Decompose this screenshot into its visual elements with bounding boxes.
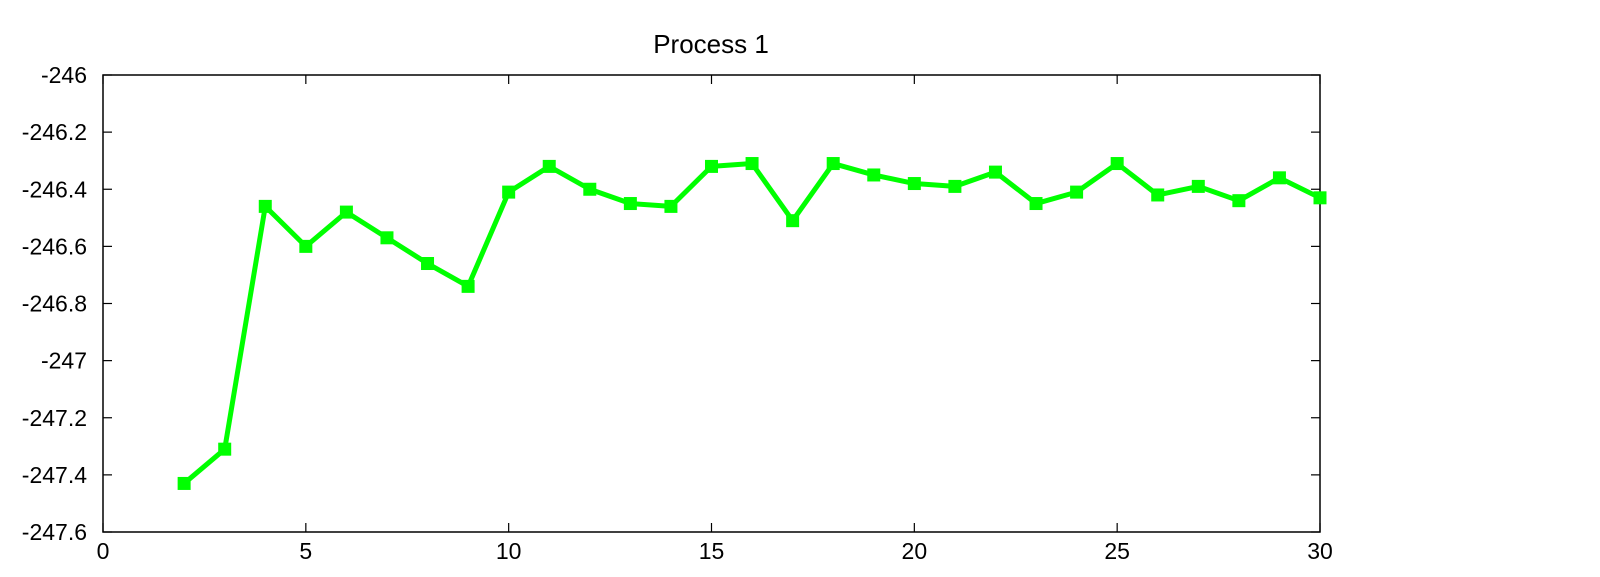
chart-title: Process 1 (653, 29, 769, 59)
data-point-marker (502, 185, 516, 199)
y-tick-label: -247.4 (22, 462, 87, 488)
data-point-marker (1151, 188, 1165, 202)
data-point-marker (1029, 197, 1043, 211)
data-point-marker (461, 279, 475, 293)
data-point-marker (1313, 191, 1327, 205)
y-tick-label: -247.6 (22, 519, 87, 545)
data-point-marker (218, 442, 232, 456)
y-axis-ticks: -246 -246.2 -246.4 -246.6 -246.8 -247 -247.2 -2… (22, 62, 1320, 545)
x-tick-label: 30 (1307, 538, 1333, 564)
y-tick-label: -247 (41, 348, 87, 374)
data-point-marker (339, 205, 353, 219)
data-point-marker (299, 239, 313, 253)
data-series (177, 157, 1327, 490)
data-point-marker (421, 257, 435, 271)
data-point-marker (786, 214, 800, 228)
data-point-marker (664, 199, 678, 213)
x-tick-label: 15 (699, 538, 725, 564)
y-tick-label: -246.2 (22, 119, 87, 145)
y-tick-label: -247.2 (22, 405, 87, 431)
data-point-marker (623, 197, 637, 211)
data-point-marker (1232, 194, 1246, 208)
data-point-marker (948, 179, 962, 193)
data-point-marker (380, 231, 394, 245)
x-tick-label: 5 (299, 538, 312, 564)
data-point-marker (258, 199, 272, 213)
plot-area (102, 74, 1321, 533)
y-tick-label: -246.4 (22, 176, 87, 202)
x-tick-label: 10 (496, 538, 522, 564)
x-tick-label: 25 (1104, 538, 1130, 564)
x-tick-label: 0 (97, 538, 110, 564)
data-point-marker (745, 157, 759, 171)
y-tick-label: -246.8 (22, 291, 87, 317)
data-point-marker (1272, 171, 1286, 185)
data-point-marker (867, 168, 881, 182)
data-point-marker (705, 159, 718, 173)
data-point-marker (1070, 185, 1084, 199)
y-tick-label: -246.6 (22, 233, 87, 259)
x-tick-label: 20 (902, 538, 928, 564)
data-point-marker (177, 476, 191, 490)
data-point-marker (988, 165, 1002, 179)
data-point-marker (542, 159, 556, 173)
data-point-marker (1191, 179, 1205, 193)
data-point-marker (583, 182, 597, 196)
y-tick-label: -246 (41, 62, 87, 88)
data-point-marker (1110, 157, 1124, 171)
data-point-marker (826, 157, 840, 171)
data-point-marker (907, 177, 921, 191)
x-axis-ticks: 0 5 10 15 20 25 30 (97, 75, 1333, 564)
